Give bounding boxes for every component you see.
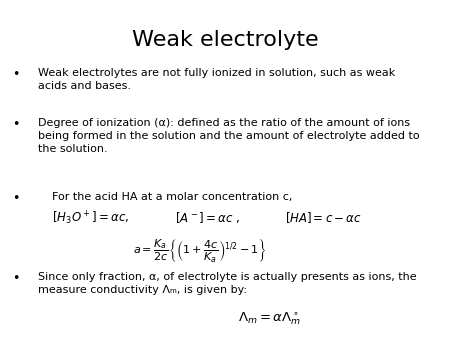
Text: •: • [12,192,19,205]
Text: $\Lambda_m = \alpha\Lambda^\circ_m$: $\Lambda_m = \alpha\Lambda^\circ_m$ [238,310,302,327]
Text: •: • [12,118,19,131]
Text: $a = \dfrac{K_a}{2c}\left\{\left(1 + \dfrac{4c}{K_a}\right)^{1/2} - 1\right\}$: $a = \dfrac{K_a}{2c}\left\{\left(1 + \df… [133,238,267,265]
Text: $[HA] = c -\alpha c$: $[HA] = c -\alpha c$ [285,210,362,225]
Text: •: • [12,68,19,81]
Text: For the acid HA at a molar concentration c,: For the acid HA at a molar concentration… [52,192,292,202]
Text: Degree of ionization (α): defined as the ratio of the amount of ions
being forme: Degree of ionization (α): defined as the… [38,118,419,154]
Text: Weak electrolytes are not fully ionized in solution, such as weak
acids and base: Weak electrolytes are not fully ionized … [38,68,395,91]
Text: $[A^-] = \alpha c\ ,$: $[A^-] = \alpha c\ ,$ [175,210,241,225]
Text: •: • [12,272,19,285]
Text: $[H_3O^+] = \alpha c,$: $[H_3O^+] = \alpha c,$ [52,210,130,227]
Text: Since only fraction, α, of electrolyte is actually presents as ions, the
measure: Since only fraction, α, of electrolyte i… [38,272,417,295]
Text: Weak electrolyte: Weak electrolyte [132,30,318,50]
